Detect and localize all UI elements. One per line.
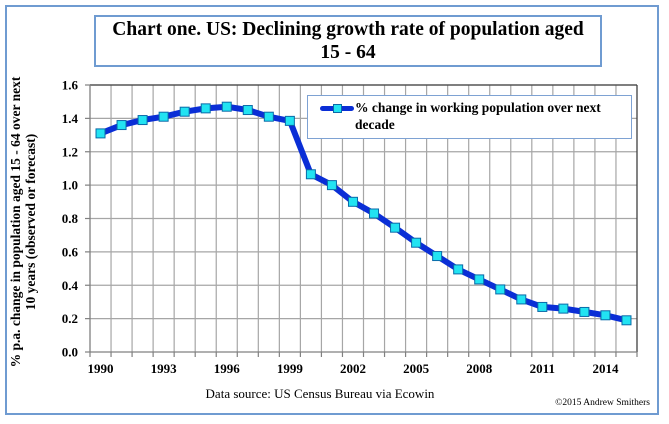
data-point: [621, 315, 632, 326]
data-source-note: Data source: US Census Bureau via Ecowin: [205, 386, 435, 401]
data-point: [411, 237, 422, 248]
data-point: [474, 274, 485, 285]
y-tick-label: 0.0: [62, 345, 78, 360]
chart-title: Chart one. US: Declining growth rate of …: [94, 15, 602, 67]
y-tick-label: 1.0: [62, 178, 78, 193]
data-point: [116, 120, 127, 131]
data-point: [390, 222, 401, 233]
data-point: [369, 208, 380, 219]
x-tick-label: 1996: [214, 361, 241, 376]
chart-title-line-1: Chart one. US: Declining growth rate of …: [112, 19, 584, 40]
legend-marker: [333, 104, 342, 113]
legend-label: % change in working population over next…: [355, 100, 601, 132]
y-tick-label: 0.2: [62, 311, 78, 326]
y-axis-label-line-1: % p.a. change in population aged 15 - 64…: [8, 76, 23, 368]
y-tick-label: 0.8: [62, 211, 79, 226]
x-axis-ticks: 1990 1993 1996 1999 2002 2005 2008 2011 2014: [88, 352, 638, 376]
data-point: [200, 103, 211, 114]
x-tick-label: 2011: [530, 361, 555, 376]
data-point: [95, 128, 106, 139]
data-point: [263, 111, 274, 122]
gridlines: [90, 84, 637, 352]
x-tick-label: 1990: [88, 361, 114, 376]
data-point: [137, 115, 148, 126]
y-axis-ticks: 0.0 0.2 0.4 0.6 0.8 1.0 1.2 1.4 1.6: [62, 78, 90, 360]
y-tick-label: 0.4: [62, 278, 79, 293]
data-point: [158, 111, 169, 122]
data-point: [221, 101, 232, 112]
data-point: [516, 294, 527, 305]
x-tick-label: 2002: [340, 361, 366, 376]
y-tick-label: 1.6: [62, 78, 79, 93]
data-point: [305, 169, 316, 180]
chart-frame: [5, 5, 659, 415]
data-series: [95, 101, 632, 326]
x-tick-label: 1999: [277, 361, 304, 376]
data-point: [347, 196, 358, 207]
data-point: [600, 310, 611, 321]
data-point: [179, 106, 190, 117]
data-point: [432, 251, 443, 262]
x-tick-label: 2005: [403, 361, 430, 376]
y-tick-label: 1.2: [62, 144, 78, 159]
x-tick-label: 1993: [151, 361, 178, 376]
y-axis-label: % p.a. change in population aged 15 - 64…: [8, 62, 38, 382]
x-tick-label: 2014: [592, 361, 619, 376]
data-point: [558, 303, 569, 314]
y-axis-label-line-2: 10 years (observed or forecast): [23, 133, 38, 311]
copyright-note: ©2015 Andrew Smithers: [555, 398, 650, 408]
x-tick-label: 2008: [466, 361, 493, 376]
data-point: [242, 105, 253, 116]
y-tick-label: 0.6: [62, 244, 79, 259]
chart-title-line-2: 15 - 64: [320, 42, 376, 63]
legend: % change in working population over next…: [307, 95, 632, 139]
data-point: [453, 264, 464, 275]
data-point: [495, 284, 506, 295]
data-point: [284, 115, 295, 126]
y-tick-label: 1.4: [62, 111, 79, 126]
data-point: [326, 180, 337, 191]
legend-swatch-icon: [320, 104, 354, 113]
data-point: [579, 306, 590, 317]
data-point: [537, 301, 548, 312]
